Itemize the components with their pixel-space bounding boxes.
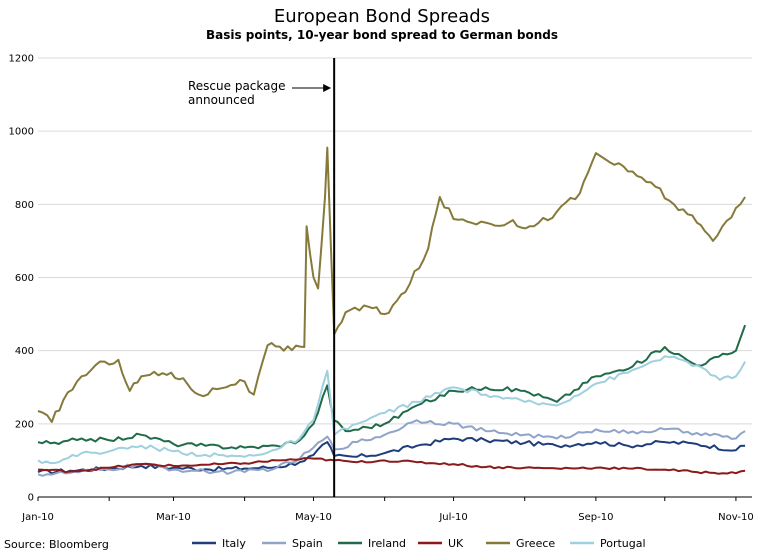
source-note: Source: Bloomberg: [4, 538, 109, 551]
annotation-text: announced: [188, 93, 255, 107]
y-tick-label: 1000: [9, 127, 34, 138]
chart-subtitle: Basis points, 10-year bond spread to Ger…: [205, 28, 559, 42]
x-tick-label: Jan-10: [21, 512, 54, 523]
gridlines: [38, 57, 752, 425]
x-tick-label: Sep-10: [578, 512, 613, 523]
x-tick-label: May-10: [295, 512, 332, 523]
legend: Italy Spain Ireland UK Greece Portugal: [192, 537, 646, 550]
legend-label-uk: UK: [448, 537, 464, 550]
axes: 0 200 400 600 800 1000 1200 Jan-10 Mar-10 May-10 J…: [9, 54, 754, 524]
legend-label-ireland: Ireland: [368, 537, 406, 550]
x-tick-label: Mar-10: [156, 512, 191, 523]
annotation-text: Rescue package: [188, 79, 286, 93]
series-lines: [37, 146, 747, 477]
y-tick-label: 400: [15, 346, 34, 357]
series-line-italy: [37, 437, 746, 475]
legend-label-spain: Spain: [292, 537, 323, 550]
series-line-uk: [37, 457, 746, 475]
y-tick-label: 0: [28, 493, 34, 504]
annotation-arrowhead: [323, 84, 332, 92]
legend-label-greece: Greece: [516, 537, 555, 550]
x-tick-label: Nov-10: [718, 512, 754, 523]
series-line-greece: [37, 146, 746, 423]
series-line-portugal: [37, 355, 746, 465]
y-tick-label: 200: [15, 419, 34, 430]
y-tick-label: 1200: [9, 54, 34, 65]
legend-label-portugal: Portugal: [600, 537, 646, 550]
x-tick-label: Jul-10: [438, 512, 467, 523]
y-tick-label: 600: [15, 273, 34, 284]
series-line-ireland: [37, 324, 747, 450]
chart-title: European Bond Spreads: [273, 6, 491, 27]
legend-label-italy: Italy: [222, 537, 246, 550]
y-tick-label: 800: [15, 200, 34, 211]
